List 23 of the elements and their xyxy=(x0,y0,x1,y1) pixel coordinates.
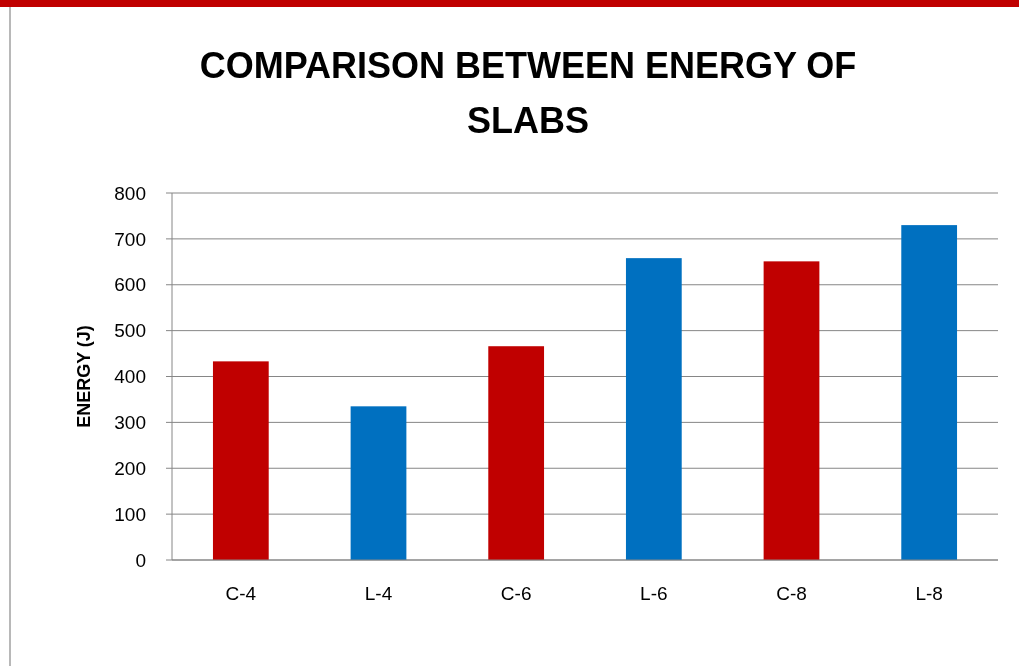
bar xyxy=(488,346,545,560)
bar xyxy=(901,225,958,560)
x-tick-label: C-6 xyxy=(500,583,532,604)
y-tick-label: 800 xyxy=(114,182,146,204)
y-tick-label: 700 xyxy=(114,228,146,250)
y-tick-label: 400 xyxy=(114,366,146,388)
bar xyxy=(625,258,682,560)
chart-title: COMPARISON BETWEEN ENERGY OF SLABS xyxy=(199,45,857,141)
y-tick-label: 200 xyxy=(114,457,146,479)
y-tick-label: 0 xyxy=(135,549,146,571)
bar xyxy=(763,261,820,560)
x-tick-label: C-4 xyxy=(225,583,257,604)
x-tick-label: L-8 xyxy=(915,583,943,604)
y-tick-label: 600 xyxy=(114,274,146,296)
x-tick-label: L-4 xyxy=(364,583,393,604)
y-axis-title: ENERGY (J) xyxy=(74,325,94,428)
bar xyxy=(212,361,269,560)
y-tick-label: 300 xyxy=(114,412,146,434)
x-tick-label: L-6 xyxy=(640,583,668,604)
bar xyxy=(350,406,407,560)
x-tick-label: C-8 xyxy=(776,583,807,604)
y-tick-label: 500 xyxy=(114,320,146,342)
y-tick-label: 100 xyxy=(114,503,146,525)
